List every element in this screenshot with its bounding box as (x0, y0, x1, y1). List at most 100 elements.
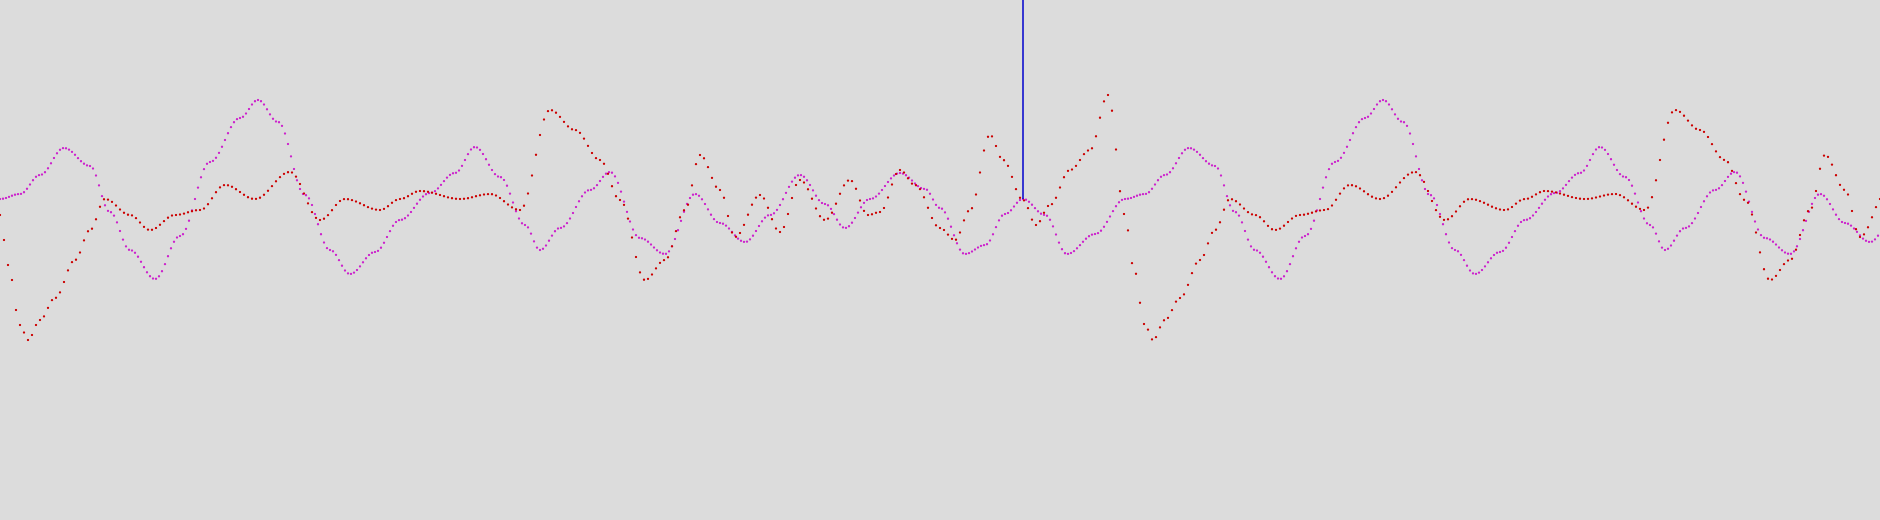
sample-point (1516, 224, 1520, 227)
sample-point (1024, 198, 1028, 201)
sample-point (1146, 328, 1150, 331)
sample-point (1450, 215, 1454, 218)
sample-point (253, 100, 257, 103)
sample-point (1858, 234, 1862, 237)
sample-point (1012, 205, 1016, 208)
sample-point (1825, 198, 1829, 201)
sample-point (448, 173, 452, 177)
sample-point (1462, 258, 1466, 262)
sample-point (538, 133, 542, 137)
sample-point (787, 185, 791, 189)
sample-point (1862, 233, 1866, 236)
sample-point (1816, 193, 1820, 196)
sample-point (133, 251, 137, 254)
sample-point (574, 128, 578, 132)
sample-point (1514, 202, 1518, 205)
sample-point (1144, 192, 1148, 196)
sample-point (538, 248, 542, 252)
sample-point (994, 144, 998, 148)
sample-point (184, 227, 188, 231)
sample-point (736, 237, 740, 240)
sample-point (306, 202, 310, 205)
sample-point (631, 228, 635, 231)
sample-point (1135, 194, 1139, 197)
sample-point (757, 224, 761, 228)
sample-point (450, 197, 454, 200)
sample-point (662, 258, 666, 262)
sample-point (1039, 212, 1043, 215)
sample-point (542, 118, 546, 121)
sample-point (1120, 198, 1124, 202)
sample-point (1051, 225, 1055, 228)
sample-point (1132, 195, 1136, 199)
sample-point (70, 150, 74, 154)
sample-point (1243, 229, 1247, 233)
sample-point (1394, 186, 1398, 189)
sample-point (1646, 206, 1650, 209)
sample-point (1082, 152, 1086, 156)
sample-point (682, 209, 686, 212)
sample-point (355, 268, 359, 272)
sample-point (1822, 194, 1826, 197)
sample-point (686, 203, 690, 206)
sample-point (1410, 171, 1414, 174)
sample-point (1754, 231, 1758, 234)
sample-point (433, 189, 437, 193)
sample-point (1564, 183, 1568, 187)
sample-point (499, 176, 503, 179)
sample-point (58, 291, 62, 294)
sample-point (25, 187, 29, 190)
sample-point (1108, 215, 1112, 218)
sample-point (938, 226, 942, 230)
sample-point (790, 196, 794, 200)
sample-point (1171, 167, 1175, 170)
sample-point (727, 227, 731, 230)
sample-point (1010, 175, 1014, 179)
sample-point (1744, 190, 1748, 193)
sample-point (1226, 199, 1230, 202)
sample-point (274, 120, 278, 123)
sample-point (181, 233, 185, 236)
sample-point (794, 183, 798, 187)
sample-point (259, 100, 263, 103)
sample-point (1734, 181, 1738, 185)
sample-point (198, 208, 202, 212)
sample-point (1086, 149, 1090, 152)
sample-point (1582, 197, 1586, 201)
sample-point (1150, 187, 1154, 190)
sample-point (496, 175, 500, 178)
sample-point (970, 250, 974, 253)
sample-point (14, 308, 18, 312)
sample-point (1866, 226, 1870, 229)
sample-point (1459, 253, 1463, 257)
sample-point (439, 183, 443, 187)
sample-point (1210, 164, 1214, 167)
sample-point (202, 207, 206, 210)
sample-point (373, 250, 377, 254)
sample-point (739, 239, 743, 242)
sample-point (412, 206, 416, 210)
sample-point (446, 196, 450, 199)
sample-point (1186, 283, 1190, 287)
sample-point (1598, 195, 1602, 198)
sample-point (1050, 202, 1054, 206)
sample-point (475, 146, 479, 149)
sample-point (1588, 158, 1592, 162)
sample-point (1398, 181, 1402, 184)
sample-point (1534, 210, 1538, 214)
sample-point (882, 206, 886, 210)
sample-point (1048, 218, 1052, 221)
sample-point (1034, 223, 1038, 227)
sample-point (1282, 275, 1286, 278)
sample-point (810, 197, 814, 200)
sample-point (1374, 197, 1378, 200)
sample-point (718, 221, 722, 225)
sample-point (1666, 121, 1670, 124)
sample-point (94, 218, 98, 221)
sample-point (1450, 246, 1454, 250)
sample-point (310, 210, 314, 214)
sample-point (30, 333, 34, 337)
sample-point (186, 211, 190, 214)
sample-point (574, 205, 578, 209)
sample-point (1390, 190, 1394, 194)
